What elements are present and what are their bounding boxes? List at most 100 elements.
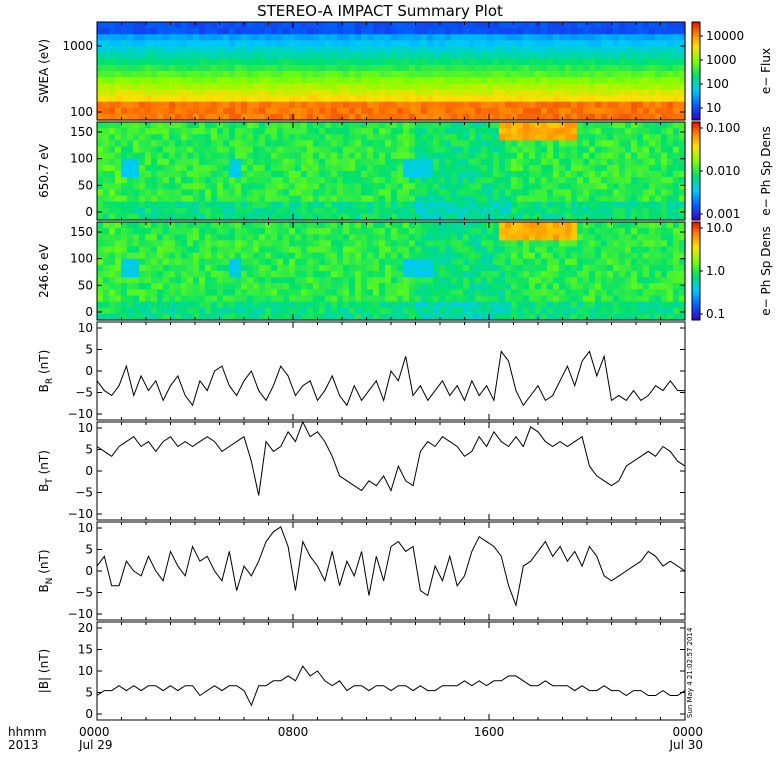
heatmap-cell — [439, 47, 446, 54]
heatmap-cell — [553, 159, 560, 166]
heatmap-cell — [259, 108, 266, 115]
heatmap-cell — [169, 96, 176, 103]
heatmap-cell — [301, 153, 308, 160]
heatmap-cell — [517, 208, 524, 215]
heatmap-cell — [355, 122, 362, 129]
heatmap-cell — [301, 102, 308, 109]
heatmap-cell — [673, 308, 680, 315]
heatmap-cell — [499, 202, 506, 209]
heatmap-cell — [547, 47, 554, 54]
heatmap-cell — [517, 302, 524, 309]
heatmap-cell — [577, 34, 584, 41]
heatmap-cell — [619, 108, 626, 115]
heatmap-cell — [307, 53, 314, 60]
heatmap-cell — [139, 289, 146, 296]
heatmap-cell — [625, 28, 632, 35]
heatmap-cell — [637, 59, 644, 66]
heatmap-cell — [589, 202, 596, 209]
heatmap-cell — [577, 302, 584, 309]
heatmap-cell — [361, 183, 368, 190]
heatmap-cell — [499, 289, 506, 296]
heatmap-cell — [139, 234, 146, 241]
heatmap-cell — [295, 296, 302, 303]
heatmap-cell — [493, 177, 500, 184]
heatmap-cell — [115, 240, 122, 247]
heatmap-cell — [391, 196, 398, 203]
heatmap-cell — [97, 265, 104, 272]
heatmap-cell — [403, 122, 410, 129]
heatmap-cell — [283, 59, 290, 66]
heatmap-cell — [313, 302, 320, 309]
heatmap-cell — [601, 165, 608, 172]
heatmap-cell — [487, 196, 494, 203]
heatmap-cell — [133, 177, 140, 184]
heatmap-cell — [397, 89, 404, 96]
heatmap-cell — [577, 77, 584, 84]
heatmap-cell — [589, 134, 596, 141]
heatmap-cell — [655, 89, 662, 96]
heatmap-cell — [607, 89, 614, 96]
heatmap-cell — [133, 283, 140, 290]
heatmap-cell — [241, 153, 248, 160]
heatmap-cell — [253, 102, 260, 109]
heatmap-cell — [163, 153, 170, 160]
heatmap-cell — [577, 196, 584, 203]
colorbar-label: e− Ph Sp Dens — [759, 126, 773, 215]
heatmap-cell — [139, 34, 146, 41]
heatmap-cell — [649, 308, 656, 315]
heatmap-cell — [187, 183, 194, 190]
heatmap-cell — [397, 83, 404, 90]
heatmap-cell — [169, 159, 176, 166]
heatmap-cell — [415, 302, 422, 309]
heatmap-cell — [529, 183, 536, 190]
heatmap-cell — [109, 59, 116, 66]
heatmap-cell — [625, 59, 632, 66]
heatmap-cell — [601, 59, 608, 66]
heatmap-cell — [307, 259, 314, 266]
heatmap-cell — [199, 34, 206, 41]
heatmap-cell — [277, 77, 284, 84]
heatmap-cell — [379, 296, 386, 303]
heatmap-cell — [319, 122, 326, 129]
heatmap-cell — [469, 122, 476, 129]
heatmap-cell — [331, 196, 338, 203]
heatmap-cell — [529, 228, 536, 235]
heatmap-cell — [97, 102, 104, 109]
heatmap-cell — [145, 271, 152, 278]
heatmap-cell — [469, 196, 476, 203]
heatmap-cell — [577, 40, 584, 47]
heatmap-cell — [631, 296, 638, 303]
heatmap-cell — [463, 140, 470, 147]
heatmap-cell — [661, 47, 668, 54]
heatmap-cell — [619, 265, 626, 272]
heatmap-cell — [415, 253, 422, 260]
heatmap-cell — [625, 159, 632, 166]
heatmap-cell — [475, 265, 482, 272]
heatmap-cell — [565, 165, 572, 172]
heatmap-cell — [385, 183, 392, 190]
heatmap-cell — [433, 83, 440, 90]
heatmap-cell — [217, 302, 224, 309]
heatmap-cell — [535, 240, 542, 247]
heatmap-cell — [139, 65, 146, 72]
heatmap-cell — [223, 34, 230, 41]
heatmap-cell — [259, 234, 266, 241]
heatmap-cell — [355, 147, 362, 154]
heatmap-cell — [223, 65, 230, 72]
heatmap-cell — [133, 289, 140, 296]
heatmap-cell — [427, 47, 434, 54]
heatmap-cell — [649, 189, 656, 196]
heatmap-cell — [259, 122, 266, 129]
heatmap-cell — [361, 165, 368, 172]
heatmap-cell — [169, 277, 176, 284]
heatmap-cell — [451, 108, 458, 115]
heatmap-cell — [319, 189, 326, 196]
heatmap-cell — [469, 71, 476, 78]
heatmap-cell — [97, 128, 104, 135]
heatmap-cell — [649, 271, 656, 278]
heatmap-cell — [583, 147, 590, 154]
heatmap-cell — [631, 165, 638, 172]
heatmap-cell — [619, 147, 626, 154]
heatmap-cell — [211, 53, 218, 60]
heatmap-cell — [313, 153, 320, 160]
